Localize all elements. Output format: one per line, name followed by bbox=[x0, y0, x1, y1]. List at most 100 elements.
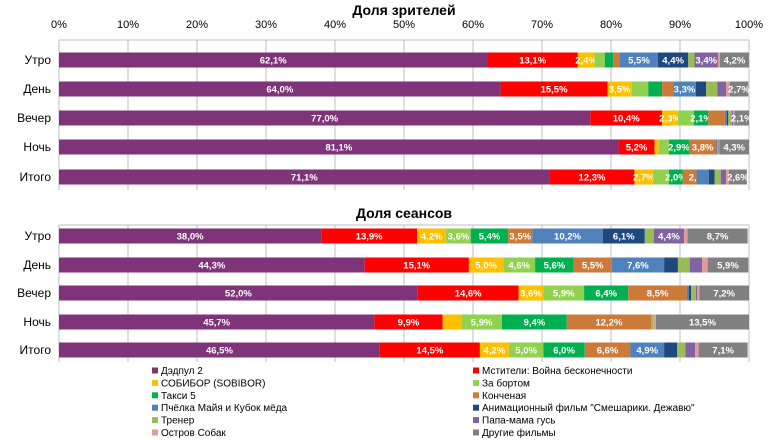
data-label: 6,4% bbox=[595, 289, 617, 300]
data-label: 14,6% bbox=[455, 289, 482, 300]
bar-segment bbox=[728, 110, 732, 126]
x-tick-label: 70% bbox=[531, 19, 553, 31]
category-label: День bbox=[23, 258, 51, 272]
bar-segment bbox=[590, 110, 663, 126]
data-label: 2,4% bbox=[575, 56, 597, 67]
legend-label: За бортом bbox=[482, 377, 530, 389]
bar-segment bbox=[59, 342, 380, 358]
bar-segment bbox=[374, 314, 443, 330]
x-tick-label: 30% bbox=[255, 19, 277, 31]
data-label: 4,9% bbox=[636, 346, 658, 357]
bar-segment bbox=[688, 285, 692, 301]
data-label: 5,6% bbox=[544, 261, 566, 272]
data-label: 12,2% bbox=[595, 318, 622, 329]
bar-segment bbox=[442, 314, 462, 330]
bar-segment bbox=[708, 169, 715, 185]
bar-segment bbox=[503, 257, 536, 273]
bar-segment bbox=[695, 81, 707, 97]
data-label: 38,0% bbox=[177, 232, 204, 243]
legend-label: Анимационный фильм "Смешарики. Дежавю" bbox=[482, 402, 695, 414]
bar-segment bbox=[461, 314, 502, 330]
data-label: 3,6% bbox=[520, 289, 542, 300]
data-label: 15,5% bbox=[541, 85, 568, 96]
legend-swatch bbox=[473, 404, 479, 411]
bar-segment bbox=[720, 52, 749, 68]
bar-segment bbox=[379, 342, 480, 358]
category-label: Утро bbox=[25, 229, 52, 243]
category-label: Итого bbox=[20, 343, 52, 357]
bar-segment bbox=[682, 169, 697, 185]
legend-label: Пчёлка Майя и Кубок мёда bbox=[161, 402, 288, 414]
bar-segment bbox=[59, 257, 365, 273]
data-label: 3,5% bbox=[609, 85, 631, 96]
legend-swatch bbox=[473, 367, 479, 374]
category-label: Вечер bbox=[17, 286, 51, 300]
bar-segment bbox=[607, 81, 632, 97]
bar-segment bbox=[566, 314, 652, 330]
data-label: 5,9% bbox=[717, 261, 739, 272]
bar-segment bbox=[500, 81, 608, 97]
data-label: 5,0% bbox=[515, 346, 537, 357]
bar-segment bbox=[691, 285, 696, 301]
bar-segment bbox=[594, 52, 605, 68]
data-label: 52,0% bbox=[225, 289, 252, 300]
bar-segment bbox=[719, 139, 749, 155]
bar-segment bbox=[543, 285, 585, 301]
data-label: 5,5% bbox=[582, 261, 604, 272]
legend-swatch bbox=[152, 392, 158, 399]
data-label: 4,2% bbox=[484, 346, 506, 357]
data-label: 4,3% bbox=[723, 143, 745, 154]
bar-segment bbox=[611, 257, 665, 273]
data-label: 8,7% bbox=[707, 232, 729, 243]
bar-segment bbox=[644, 228, 654, 244]
legend-label: Другие фильмы bbox=[482, 427, 556, 439]
bar-segment bbox=[707, 257, 749, 273]
category-label: День bbox=[23, 82, 51, 96]
data-label: 6,0% bbox=[553, 346, 575, 357]
bar-segment bbox=[717, 52, 721, 68]
bar-segment bbox=[677, 110, 694, 126]
bar-segment bbox=[321, 228, 418, 244]
bar-segment bbox=[664, 257, 678, 273]
data-label: 7,2% bbox=[713, 289, 735, 300]
bar-segment bbox=[653, 169, 669, 185]
legend: Дэдпул 2 Мстители: Война бесконечности СОБ… bbox=[152, 365, 695, 439]
bar-segment bbox=[694, 52, 718, 68]
bar-segment bbox=[654, 139, 659, 155]
data-label: 12,3% bbox=[579, 173, 606, 184]
bar-segment bbox=[487, 52, 578, 68]
bar-segment bbox=[364, 257, 469, 273]
bar-segment bbox=[613, 52, 620, 68]
bar-segment bbox=[720, 169, 727, 185]
legend-label: Такси 5 bbox=[161, 391, 196, 402]
x-tick-label: 100% bbox=[735, 19, 763, 31]
bar-segment bbox=[685, 342, 696, 358]
data-label: 6,6% bbox=[597, 346, 619, 357]
bar-segment bbox=[549, 169, 635, 185]
legend-label: Мстители: Война бесконечности bbox=[482, 365, 632, 377]
data-label: 4,4% bbox=[658, 232, 680, 243]
bar-segment bbox=[697, 285, 700, 301]
data-label: 4,4% bbox=[662, 56, 684, 67]
bar-segment bbox=[724, 110, 727, 126]
x-tick-label: 0% bbox=[51, 19, 67, 31]
data-label: 3,8% bbox=[692, 143, 714, 154]
bar-segment bbox=[702, 257, 708, 273]
legend-swatch bbox=[152, 404, 158, 411]
bar-segment bbox=[631, 81, 649, 97]
bar-segment bbox=[634, 169, 654, 185]
bar-segment bbox=[734, 110, 749, 126]
bar-segment bbox=[630, 342, 665, 358]
legend-label: Дэдпул 2 bbox=[161, 366, 203, 377]
bar-segment bbox=[717, 139, 719, 155]
bar-segment bbox=[417, 228, 447, 244]
bar-segment bbox=[731, 110, 734, 126]
data-label: 4,6% bbox=[508, 261, 530, 272]
data-label: 62,1% bbox=[260, 56, 287, 67]
data-label: 44,3% bbox=[198, 261, 225, 272]
bar-segment bbox=[573, 257, 612, 273]
bar-segment bbox=[59, 139, 619, 155]
data-label: 10,2% bbox=[554, 232, 581, 243]
